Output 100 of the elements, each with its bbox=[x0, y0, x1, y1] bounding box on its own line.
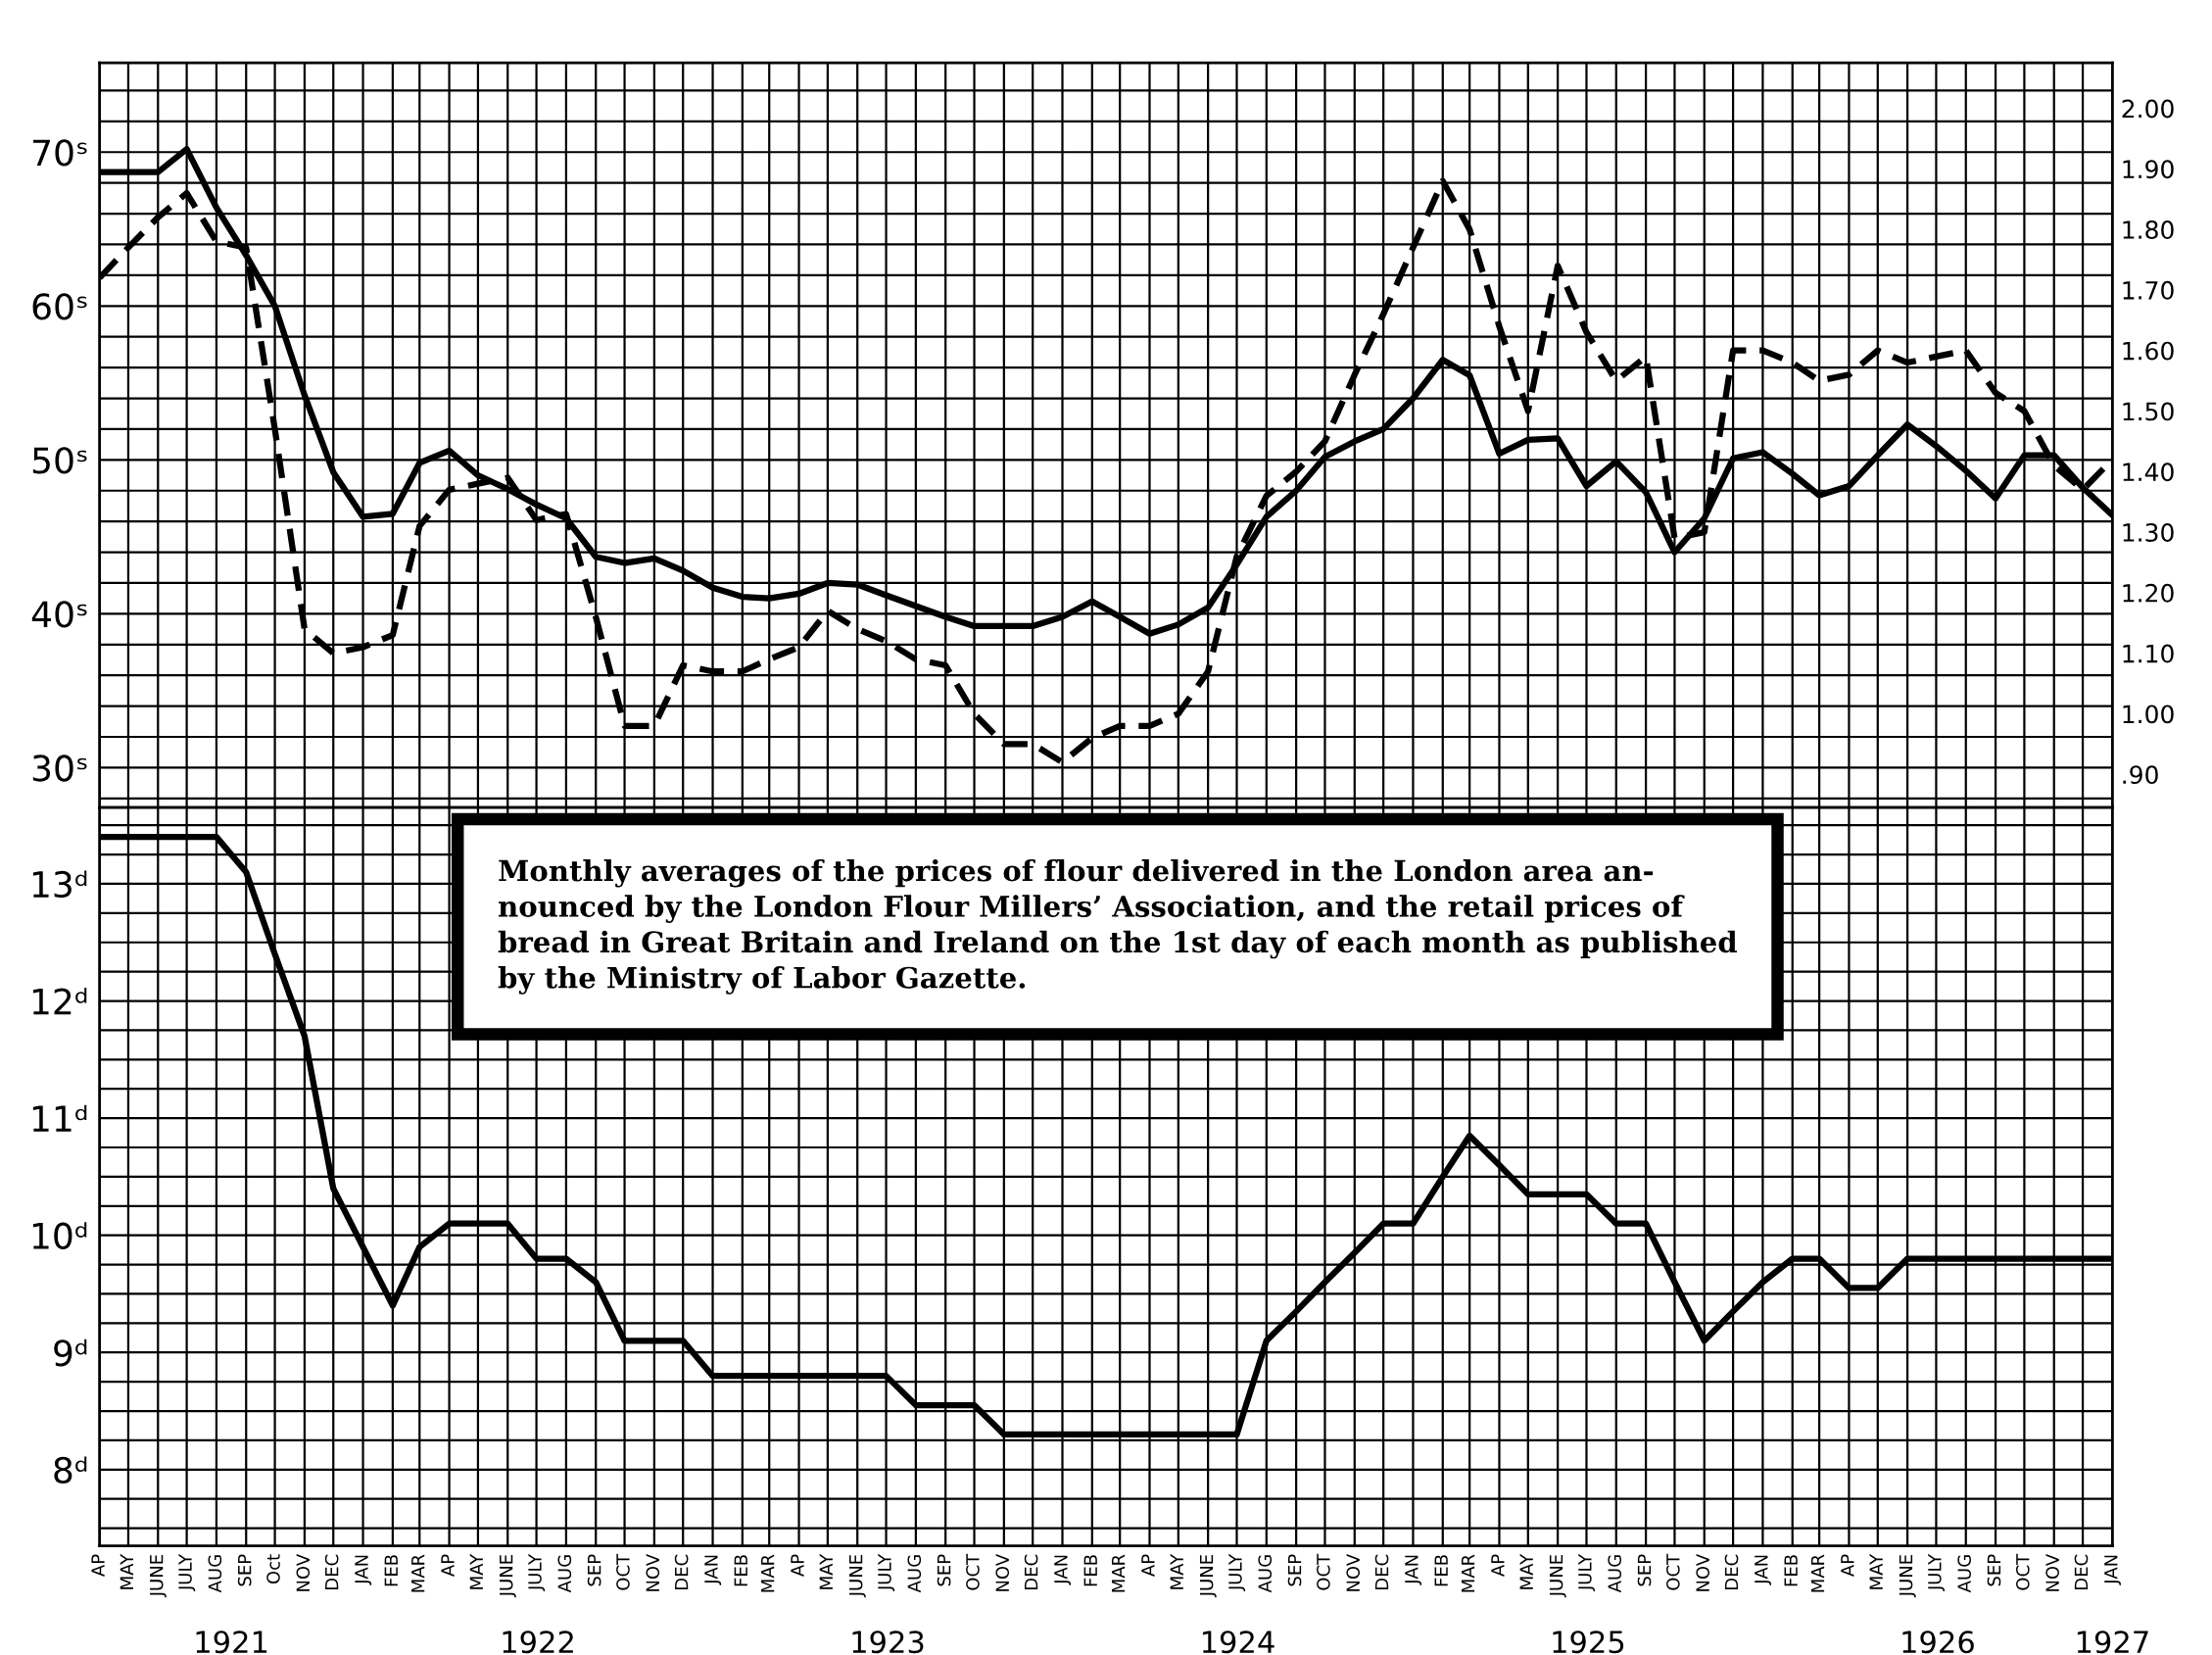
x-tick-label: SEP bbox=[1637, 1554, 1652, 1586]
y-tick-label: 10ᵈ bbox=[32, 1222, 87, 1249]
y2-tick-label: 1.60 bbox=[2123, 341, 2174, 361]
x-tick-label: AP bbox=[791, 1554, 804, 1577]
y2-tick-label: 1.00 bbox=[2123, 705, 2174, 724]
x-tick-label: AP bbox=[1841, 1554, 1854, 1577]
x-tick-label: MAY bbox=[1170, 1553, 1183, 1589]
x-tick-label: DEC bbox=[324, 1554, 339, 1590]
x-tick-label: MAY bbox=[469, 1553, 483, 1589]
x-tick-label: SEP bbox=[1287, 1554, 1302, 1586]
x-tick-label: JULY bbox=[528, 1553, 546, 1592]
x-tick-label: JULY bbox=[1928, 1553, 1946, 1592]
x-tick-label: NOV bbox=[1346, 1554, 1361, 1591]
x-tick-label: NOV bbox=[646, 1554, 660, 1591]
x-tick-label: FEB bbox=[1434, 1555, 1448, 1586]
x-tick-label: AUG bbox=[1258, 1555, 1273, 1593]
x-tick-label: NOV bbox=[1696, 1554, 1709, 1591]
annotation: Monthly averages of the prices of flour delivered in the London area an- nounced by the London Flour Millers’ Association, and the retail prices of bread in Great Britain and Ireland on the 1st day of each month as published by the Ministry of Labor Gazette. bbox=[498, 858, 1738, 995]
x-tick-label: SEP bbox=[1987, 1554, 2001, 1586]
x-tick-label: DEC bbox=[2074, 1554, 2089, 1590]
x-tick-label: OCT bbox=[616, 1553, 630, 1590]
x-tick-label: AP bbox=[1491, 1554, 1505, 1577]
x-tick-label: AP bbox=[1141, 1554, 1155, 1577]
x-tick-label: AUG bbox=[1608, 1555, 1622, 1593]
x-tick-label: DEC bbox=[1024, 1554, 1038, 1590]
x-tick-label: MAY bbox=[819, 1553, 833, 1589]
y-tick-label: 11ᵈ bbox=[32, 1104, 87, 1132]
x-tick-label: AUG bbox=[557, 1555, 572, 1593]
x-tick-label: FEB bbox=[1083, 1555, 1097, 1586]
y2-tick-label: 1.10 bbox=[2123, 644, 2174, 663]
y-tick-label: 30ˢ bbox=[32, 754, 87, 782]
y-tick-label: 9ᵈ bbox=[54, 1339, 87, 1367]
y-tick-label: 60ˢ bbox=[32, 293, 87, 320]
x-tick-label: NOV bbox=[296, 1554, 311, 1591]
x-tick-label: JAN bbox=[355, 1555, 372, 1585]
x-tick-label: JULY bbox=[1578, 1553, 1596, 1592]
y2-tick-label: 1.40 bbox=[2123, 462, 2174, 482]
x-tick-label: AUG bbox=[1957, 1555, 1971, 1593]
x-tick-label: JUNE bbox=[1199, 1555, 1217, 1598]
x-tick-label: Oct bbox=[266, 1554, 280, 1584]
y-tick-label: 8ᵈ bbox=[54, 1456, 87, 1485]
y-tick-label: 13ᵈ bbox=[32, 870, 87, 899]
text: 1921 bbox=[196, 1631, 267, 1654]
x-tick-label: JUNE bbox=[500, 1555, 516, 1598]
x-tick-label: DEC bbox=[1724, 1554, 1739, 1590]
x-tick-label: MAR bbox=[1112, 1554, 1126, 1592]
x-tick-label: FEB bbox=[734, 1555, 747, 1586]
x-tick-label: OCT bbox=[966, 1553, 980, 1590]
y-tick-label: 12ᵈ bbox=[32, 988, 87, 1015]
x-tick-label: MAR bbox=[1461, 1554, 1475, 1592]
y-tick-label: 40ˢ bbox=[31, 601, 87, 628]
y2-tick-label: 1.30 bbox=[2123, 523, 2174, 542]
x-tick-label: JAN bbox=[1755, 1555, 1772, 1585]
x-tick-label: SEP bbox=[937, 1554, 951, 1586]
text: 1923 bbox=[852, 1631, 924, 1654]
y2-tick-label: 1.80 bbox=[2123, 220, 2174, 239]
x-tick-label: JUNE bbox=[1549, 1555, 1566, 1598]
y2-tick-label: 1.70 bbox=[2123, 280, 2174, 300]
x-tick-label: SEP bbox=[237, 1554, 252, 1586]
x-tick-label: AP bbox=[91, 1554, 105, 1577]
y2-tick-label: .90 bbox=[2123, 765, 2158, 785]
text: 1922 bbox=[503, 1631, 573, 1654]
x-tick-label: JAN bbox=[1054, 1555, 1072, 1585]
text: 1925 bbox=[1553, 1631, 1624, 1654]
x-tick-label: JAN bbox=[2104, 1555, 2121, 1585]
x-tick-label: JUNE bbox=[150, 1555, 167, 1598]
text: 1926 bbox=[1902, 1631, 1974, 1654]
x-tick-label: AUG bbox=[907, 1555, 922, 1593]
y2-tick-label: 2.00 bbox=[2122, 99, 2174, 119]
x-tick-label: JULY bbox=[878, 1553, 895, 1592]
y2-tick-label: 1.50 bbox=[2123, 402, 2174, 421]
y2-tick-label: 1.90 bbox=[2123, 160, 2174, 179]
x-tick-label: JUNE bbox=[1899, 1555, 1916, 1598]
x-tick-label: SEP bbox=[587, 1554, 601, 1586]
x-tick-label: JULY bbox=[1228, 1553, 1246, 1592]
x-tick-label: MAR bbox=[1810, 1554, 1825, 1592]
y-tick-label: 70ˢ bbox=[33, 139, 87, 167]
x-tick-label: AP bbox=[441, 1554, 455, 1577]
x-tick-label: JULY bbox=[178, 1553, 196, 1592]
y2-tick-label: 1.20 bbox=[2123, 583, 2174, 603]
x-tick-label: JAN bbox=[1405, 1555, 1422, 1585]
x-tick-label: MAY bbox=[120, 1553, 133, 1589]
x-tick-label: NOV bbox=[2045, 1554, 2059, 1591]
x-tick-label: DEC bbox=[674, 1554, 689, 1590]
x-tick-label: NOV bbox=[995, 1554, 1010, 1591]
x-tick-label: FEB bbox=[1784, 1555, 1798, 1586]
text: 1924 bbox=[1202, 1631, 1274, 1654]
text: 1927 bbox=[2077, 1631, 2148, 1654]
x-tick-label: OCT bbox=[1317, 1553, 1330, 1590]
x-tick-label: MAY bbox=[1519, 1553, 1533, 1589]
x-tick-label: AUG bbox=[208, 1555, 222, 1593]
x-tick-label: MAR bbox=[411, 1554, 425, 1592]
x-tick-label: MAY bbox=[1869, 1553, 1883, 1589]
x-tick-label: MAR bbox=[761, 1554, 775, 1592]
x-tick-label: DEC bbox=[1374, 1554, 1389, 1590]
x-tick-label: OCT bbox=[1666, 1553, 1680, 1590]
x-tick-label: OCT bbox=[2016, 1553, 2030, 1590]
x-tick-label: JUNE bbox=[849, 1555, 866, 1598]
y-tick-label: 50ˢ bbox=[32, 447, 87, 474]
x-tick-label: JAN bbox=[704, 1555, 722, 1585]
